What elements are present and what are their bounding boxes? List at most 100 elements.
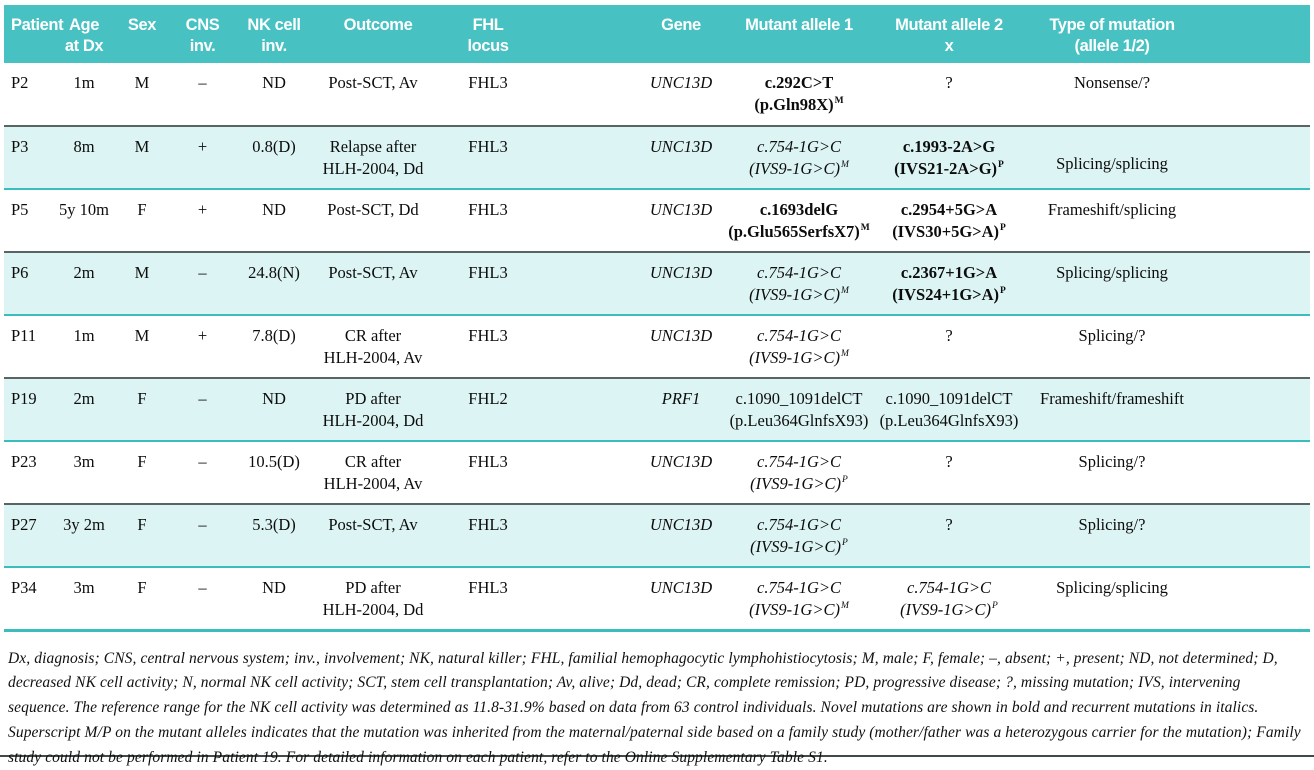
mutation-type-cell: Splicing/splicing bbox=[1024, 252, 1310, 315]
age-cell: 1m bbox=[59, 63, 109, 126]
outcome-cell: Post-SCT, Av bbox=[318, 63, 438, 126]
cns-cell: – bbox=[175, 441, 230, 504]
fhl-locus-cell: FHL3 bbox=[438, 126, 638, 189]
sex-cell: F bbox=[109, 567, 175, 630]
cns-cell: + bbox=[175, 126, 230, 189]
patient-cell: P34 bbox=[4, 567, 59, 630]
sex-cell: F bbox=[109, 378, 175, 441]
header-cell-patient: Patient bbox=[4, 5, 59, 63]
gene-cell: UNC13D bbox=[638, 189, 724, 252]
patient-cell: P27 bbox=[4, 504, 59, 567]
header-cell-gene: Gene bbox=[638, 5, 724, 63]
mutation-type-cell: Frameshift/frameshift bbox=[1024, 378, 1310, 441]
age-cell: 3m bbox=[59, 441, 109, 504]
mutation-type-cell: Nonsense/? bbox=[1024, 63, 1310, 126]
nk-cell: 10.5(D) bbox=[230, 441, 318, 504]
age-cell: 2m bbox=[59, 252, 109, 315]
header-cell-type-of-mutation: Type of mutation(allele 1/2) bbox=[1024, 5, 1310, 63]
patient-cell: P23 bbox=[4, 441, 59, 504]
fhl-locus-cell: FHL3 bbox=[438, 63, 638, 126]
outcome-cell: Post-SCT, Av bbox=[318, 252, 438, 315]
mutant-allele-1-cell: c.754-1G>C(IVS9-1G>C)M bbox=[724, 126, 874, 189]
mutation-type-cell: Splicing/splicing bbox=[1024, 567, 1310, 630]
header-cell-outcome: Outcome bbox=[318, 5, 438, 63]
patient-cell: P11 bbox=[4, 315, 59, 378]
cns-cell: + bbox=[175, 315, 230, 378]
mutant-allele-2-cell: ? bbox=[874, 504, 1024, 567]
nk-cell: ND bbox=[230, 567, 318, 630]
mutant-allele-2-cell: c.754-1G>C(IVS9-1G>C)P bbox=[874, 567, 1024, 630]
gene-cell: UNC13D bbox=[638, 63, 724, 126]
nk-cell: 24.8(N) bbox=[230, 252, 318, 315]
cns-cell: – bbox=[175, 504, 230, 567]
gene-cell: UNC13D bbox=[638, 504, 724, 567]
nk-cell: ND bbox=[230, 189, 318, 252]
cns-cell: – bbox=[175, 63, 230, 126]
fhl-locus-cell: FHL2 bbox=[438, 378, 638, 441]
mutant-allele-2-cell: c.1090_1091delCT(p.Leu364GlnfsX93) bbox=[874, 378, 1024, 441]
nk-cell: ND bbox=[230, 63, 318, 126]
mutation-type-cell: Splicing/? bbox=[1024, 504, 1310, 567]
mutation-type-cell: Splicing/? bbox=[1024, 441, 1310, 504]
cns-cell: – bbox=[175, 252, 230, 315]
age-cell: 2m bbox=[59, 378, 109, 441]
sex-cell: M bbox=[109, 126, 175, 189]
footnote: Dx, diagnosis; CNS, central nervous syst… bbox=[4, 632, 1310, 770]
mutant-allele-2-cell: c.2367+1G>A(IVS24+1G>A)P bbox=[874, 252, 1024, 315]
mutant-allele-2-cell: c.2954+5G>A(IVS30+5G>A)P bbox=[874, 189, 1024, 252]
age-cell: 8m bbox=[59, 126, 109, 189]
mutant-allele-1-cell: c.754-1G>C(IVS9-1G>C)M bbox=[724, 252, 874, 315]
sex-cell: F bbox=[109, 504, 175, 567]
mutant-allele-2-cell: c.1993-2A>G(IVS21-2A>G)P bbox=[874, 126, 1024, 189]
patient-cell: P5 bbox=[4, 189, 59, 252]
nk-cell: 5.3(D) bbox=[230, 504, 318, 567]
fhl-locus-cell: FHL3 bbox=[438, 252, 638, 315]
mutant-allele-2-cell: ? bbox=[874, 441, 1024, 504]
outcome-cell: Post-SCT, Av bbox=[318, 504, 438, 567]
cns-cell: – bbox=[175, 567, 230, 630]
gene-cell: UNC13D bbox=[638, 126, 724, 189]
patient-cell: P6 bbox=[4, 252, 59, 315]
sex-cell: F bbox=[109, 441, 175, 504]
mutant-allele-2-cell: ? bbox=[874, 63, 1024, 126]
nk-cell: ND bbox=[230, 378, 318, 441]
fhl-locus-cell: FHL3 bbox=[438, 189, 638, 252]
patient-cell: P3 bbox=[4, 126, 59, 189]
cns-cell: + bbox=[175, 189, 230, 252]
header-cell-sex: Sex bbox=[109, 5, 175, 63]
mutation-type-cell: Splicing/? bbox=[1024, 315, 1310, 378]
fhl-locus-cell: FHL3 bbox=[438, 441, 638, 504]
mutation-type-cell: Splicing/splicing bbox=[1024, 126, 1310, 189]
fhl-locus-cell: FHL3 bbox=[438, 504, 638, 567]
nk-cell: 0.8(D) bbox=[230, 126, 318, 189]
mutant-allele-1-cell: c.754-1G>C(IVS9-1G>C)M bbox=[724, 567, 874, 630]
sex-cell: F bbox=[109, 189, 175, 252]
gene-cell: UNC13D bbox=[638, 252, 724, 315]
age-cell: 5y 10m bbox=[59, 189, 109, 252]
sex-cell: M bbox=[109, 252, 175, 315]
age-cell: 3m bbox=[59, 567, 109, 630]
mutant-allele-2-cell: ? bbox=[874, 315, 1024, 378]
patient-cell: P2 bbox=[4, 63, 59, 126]
mutation-type-cell: Frameshift/splicing bbox=[1024, 189, 1310, 252]
mutant-allele-1-cell: c.754-1G>C(IVS9-1G>C)M bbox=[724, 315, 874, 378]
fhl-locus-cell: FHL3 bbox=[438, 315, 638, 378]
gene-cell: UNC13D bbox=[638, 315, 724, 378]
